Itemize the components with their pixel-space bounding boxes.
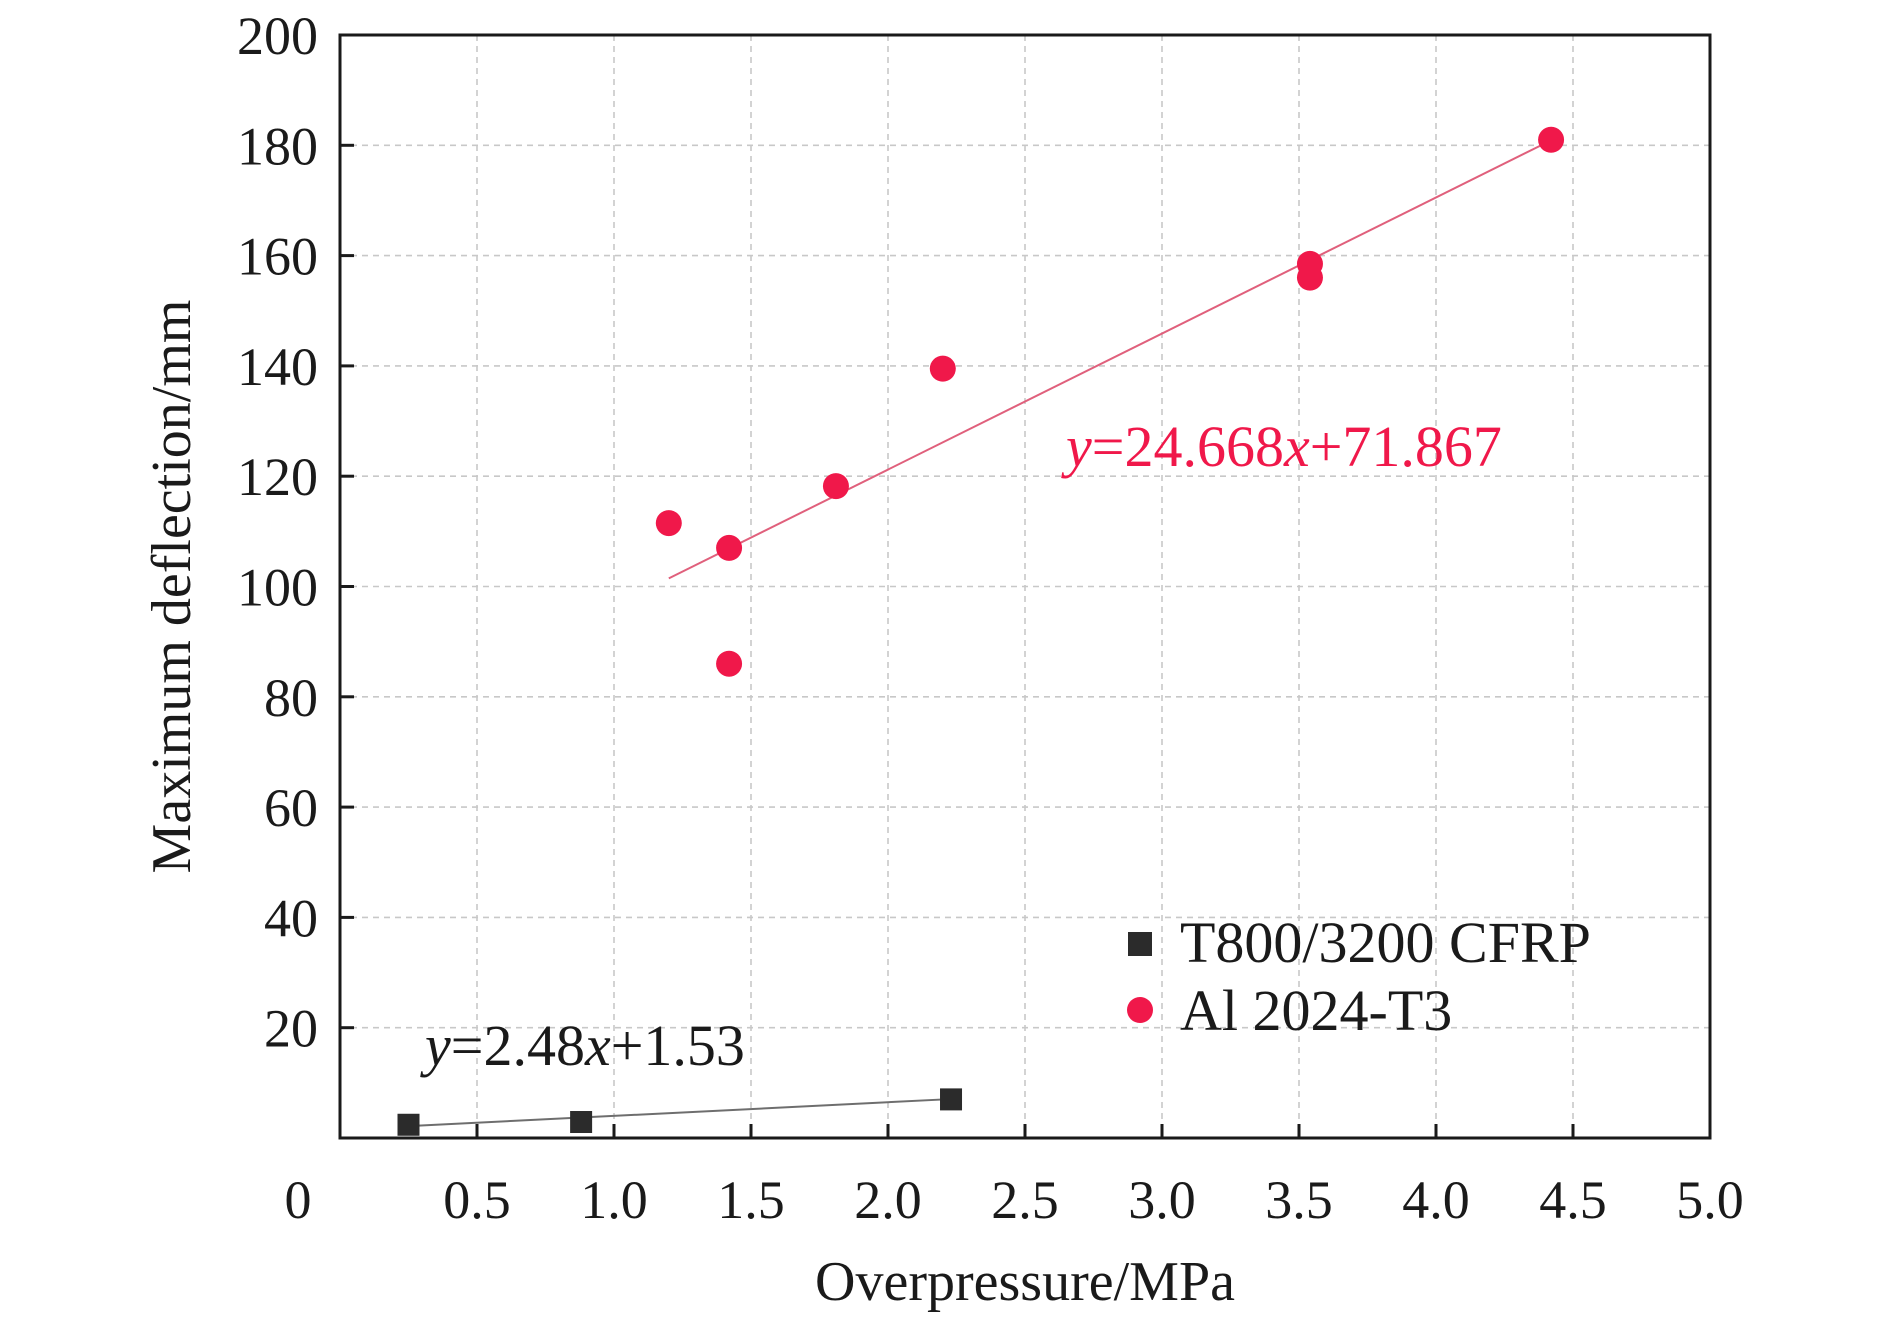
y-tick-label: 40 <box>264 888 318 948</box>
fit-line <box>668 139 1552 580</box>
data-point-circle <box>655 510 682 537</box>
y-tick-label: 60 <box>264 778 318 838</box>
x-tick-label: 2.5 <box>991 1170 1059 1230</box>
x-tick-label: 0 <box>285 1170 312 1230</box>
eq-al-x: x <box>1283 414 1310 479</box>
y-axis-ticks: 20 40 60 80 100 120 140 160 180 200 <box>237 6 354 1059</box>
y-tick-label: 120 <box>237 447 318 507</box>
data-point-circle <box>1538 126 1565 153</box>
y-tick-label: 80 <box>264 668 318 728</box>
legend-marker-al <box>1127 997 1153 1023</box>
x-tick-label: 1.0 <box>580 1170 648 1230</box>
legend-label-cfrp: T800/3200 CFRP <box>1180 910 1591 975</box>
eq-cfrp-part1: =2.48 <box>451 1013 585 1078</box>
eq-cfrp-part2: +1.53 <box>611 1013 745 1078</box>
x-tick-label: 4.0 <box>1402 1170 1470 1230</box>
eq-al-part1: =24.668 <box>1092 414 1284 479</box>
fit-lines <box>408 139 1552 1128</box>
x-tick-label: 2.0 <box>854 1170 922 1230</box>
y-tick-label: 160 <box>237 227 318 287</box>
y-tick-label: 180 <box>237 116 318 176</box>
x-tick-label: 0.5 <box>443 1170 511 1230</box>
data-point-square <box>397 1113 420 1136</box>
eq-cfrp-y: y <box>420 1013 451 1078</box>
data-points <box>397 126 1565 1136</box>
data-point-square <box>940 1088 963 1111</box>
data-point-circle <box>1296 264 1323 291</box>
y-tick-label: 140 <box>237 337 318 397</box>
eq-cfrp-x: x <box>584 1013 611 1078</box>
data-point-square <box>570 1111 593 1134</box>
eq-al-y: y <box>1061 414 1092 479</box>
data-point-circle <box>822 473 849 500</box>
fit-equation-cfrp: y=2.48x+1.53 <box>420 1013 745 1078</box>
legend: T800/3200 CFRP Al 2024-T3 <box>1127 910 1591 1043</box>
data-point-circle <box>716 650 743 677</box>
x-tick-label: 5.0 <box>1676 1170 1744 1230</box>
x-axis-title: Overpressure/MPa <box>815 1251 1235 1313</box>
y-tick-label: 20 <box>264 999 318 1059</box>
y-axis-title: Maximum deflection/mm <box>141 300 203 874</box>
y-tick-label: 200 <box>237 6 318 66</box>
grid <box>340 35 1710 1138</box>
eq-al-part2: +71.867 <box>1310 414 1502 479</box>
x-tick-label: 3.0 <box>1128 1170 1196 1230</box>
legend-marker-cfrp <box>1128 932 1152 956</box>
fit-line <box>408 1098 952 1128</box>
x-tick-label: 1.5 <box>717 1170 785 1230</box>
x-axis-ticks: 0 0.5 1.0 1.5 2.0 2.5 3.0 3.5 4.0 4.5 5.0 <box>285 1124 1744 1230</box>
y-tick-label: 100 <box>237 558 318 618</box>
data-point-circle <box>716 534 743 561</box>
fit-equation-al: y=24.668x+71.867 <box>1061 414 1502 479</box>
x-tick-label: 3.5 <box>1265 1170 1333 1230</box>
data-point-circle <box>929 355 956 382</box>
x-tick-label: 4.5 <box>1539 1170 1607 1230</box>
legend-label-al: Al 2024-T3 <box>1180 978 1452 1043</box>
